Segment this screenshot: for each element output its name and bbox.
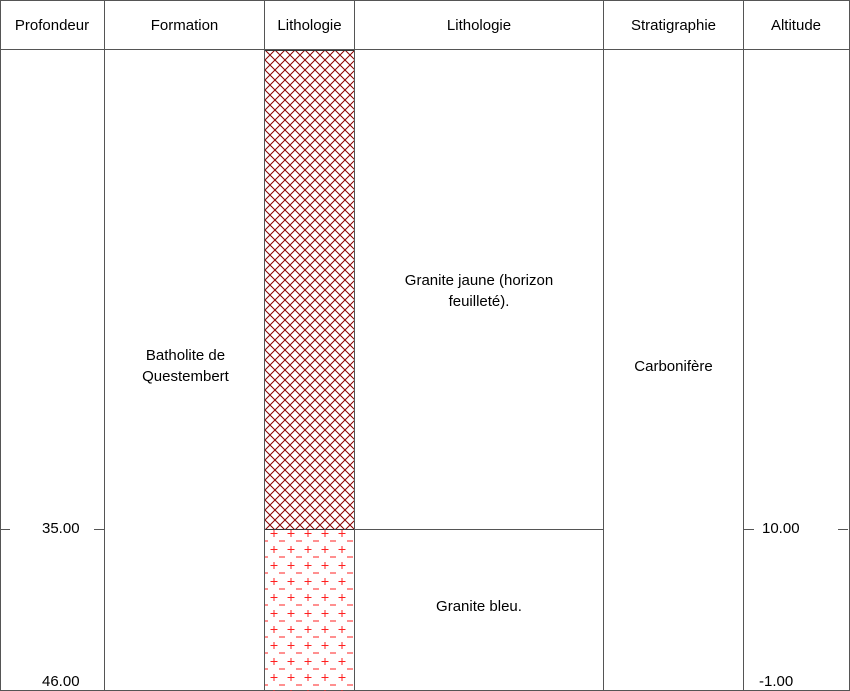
column-divider (104, 0, 105, 691)
layer-boundary-line (354, 529, 604, 530)
altitude-tick-mark (838, 529, 848, 530)
column-divider (603, 0, 604, 691)
formation-name: Batholite de Questembert (142, 347, 229, 385)
column-divider (264, 0, 265, 691)
depth-boundary-label: 35.00 (42, 520, 80, 537)
lithology-pattern-column (265, 50, 354, 691)
layer-description-2: Granite bleu. (436, 598, 522, 615)
layer-pattern-granite-bleu (265, 530, 354, 691)
layer-pattern-granite-jaune (265, 50, 354, 529)
header-lithology-description: Lithologie (446, 16, 512, 34)
depth-bottom-label: 46.00 (42, 673, 80, 690)
stratigraphy-name: Carbonifère (634, 358, 713, 375)
header-divider (0, 49, 849, 50)
header-altitude: Altitude (770, 16, 822, 34)
column-divider (743, 0, 744, 691)
altitude-bottom-label: -1.00 (759, 673, 794, 690)
column-divider (354, 0, 355, 691)
depth-tick-mark (0, 529, 10, 530)
header-depth: Profondeur (14, 16, 90, 34)
depth-tick-mark (94, 529, 104, 530)
altitude-tick-mark (744, 529, 754, 530)
header-stratigraphy: Stratigraphie (630, 16, 717, 34)
header-formation: Formation (150, 16, 219, 34)
layer-description-1: Granite jaune (horizon feuilleté). (404, 272, 554, 310)
header-lithology-pattern: Lithologie (277, 16, 342, 34)
altitude-boundary-label: 10.00 (762, 520, 800, 537)
